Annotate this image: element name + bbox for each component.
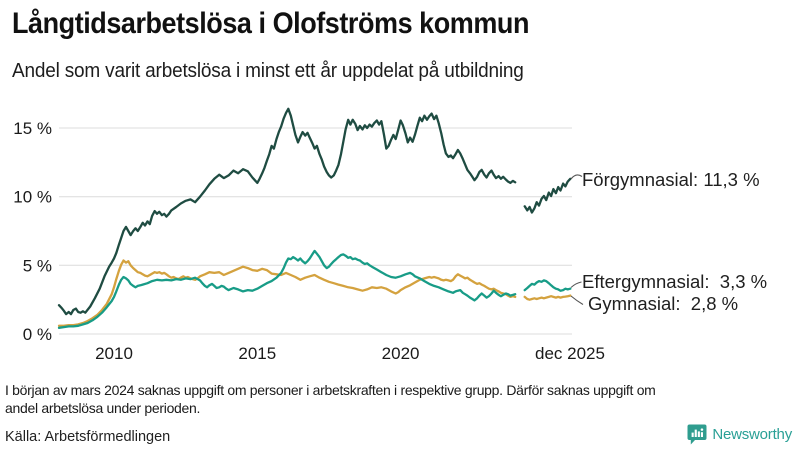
x-tick-label: 2015 (238, 344, 276, 363)
series-end-label-gymnasial: Gymnasial: 2,8 % (588, 293, 739, 314)
y-tick-label: 15 % (13, 119, 52, 138)
connector-eftergymnasial (570, 281, 582, 288)
y-tick-label: 5 % (23, 256, 52, 275)
label-connectors (570, 174, 584, 305)
chart-subtitle: Andel som varit arbetslösa i minst ett å… (12, 60, 524, 82)
axis-tick-labels: 0 % 5 % 10 % 15 % 2010 2015 2020 dec 2025 (13, 119, 605, 363)
series-end-label-eftergymnasial: Eftergymnasial: 3,3 % (582, 271, 768, 292)
data-lines (57, 107, 572, 329)
line-gymnasial (57, 259, 572, 327)
footnote-line-1: I början av mars 2024 saknas uppgift om … (5, 382, 656, 398)
source-line: Källa: Arbetsförmedlingen (5, 429, 171, 445)
chart-title: Långtidsarbetslösa i Olofströms kommun (12, 7, 529, 40)
y-tick-label: 10 % (13, 188, 52, 207)
series-end-label-forgymnasial: Förgymnasial: 11,3 % (582, 169, 760, 190)
newsworthy-chart-bubble-icon (687, 424, 707, 445)
x-tick-label: 2010 (95, 344, 133, 363)
newsworthy-wordmark: Newsworthy (712, 426, 792, 443)
x-tick-label: dec 2025 (535, 344, 605, 363)
data-gap-footnote: I början av mars 2024 saknas uppgift om … (5, 382, 795, 418)
footnote-line-2: andel arbetslösa under perioden. (5, 399, 201, 416)
connector-gymnasial (570, 295, 584, 305)
connector-forgymnasial (570, 174, 583, 180)
y-tick-label: 0 % (23, 325, 52, 344)
newsworthy-logo: Newsworthy (687, 424, 792, 445)
line-förgymnasial (57, 107, 572, 316)
gridlines (59, 127, 572, 335)
line-eftergymnasial (57, 249, 572, 329)
x-tick-label: 2020 (382, 344, 420, 363)
